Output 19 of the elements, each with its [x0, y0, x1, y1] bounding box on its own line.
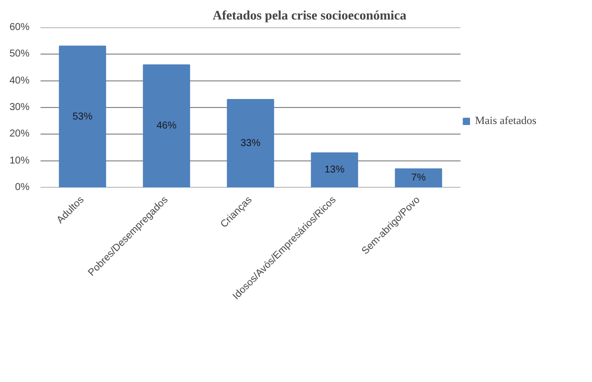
bar [142, 64, 190, 188]
bar [58, 46, 106, 188]
y-tick-label: 30% [9, 102, 30, 113]
data-label: 13% [324, 164, 345, 176]
data-label: 46% [156, 120, 177, 132]
y-tick-label: 20% [9, 128, 30, 140]
y-tick-label: 60% [9, 22, 30, 33]
chart-title: Afetados pela crise socioeconómica [212, 8, 407, 22]
y-tick-label: 40% [9, 75, 30, 86]
legend-label: Mais afetados [475, 115, 536, 127]
data-label: 33% [240, 138, 261, 149]
data-label: 53% [72, 111, 93, 122]
data-label: 7% [411, 172, 426, 184]
bar [226, 99, 274, 188]
y-tick-label: 10% [9, 155, 30, 166]
y-tick-label: 50% [9, 48, 30, 60]
y-tick-label: 0% [15, 182, 30, 193]
bar [394, 168, 442, 188]
bar [310, 152, 358, 188]
